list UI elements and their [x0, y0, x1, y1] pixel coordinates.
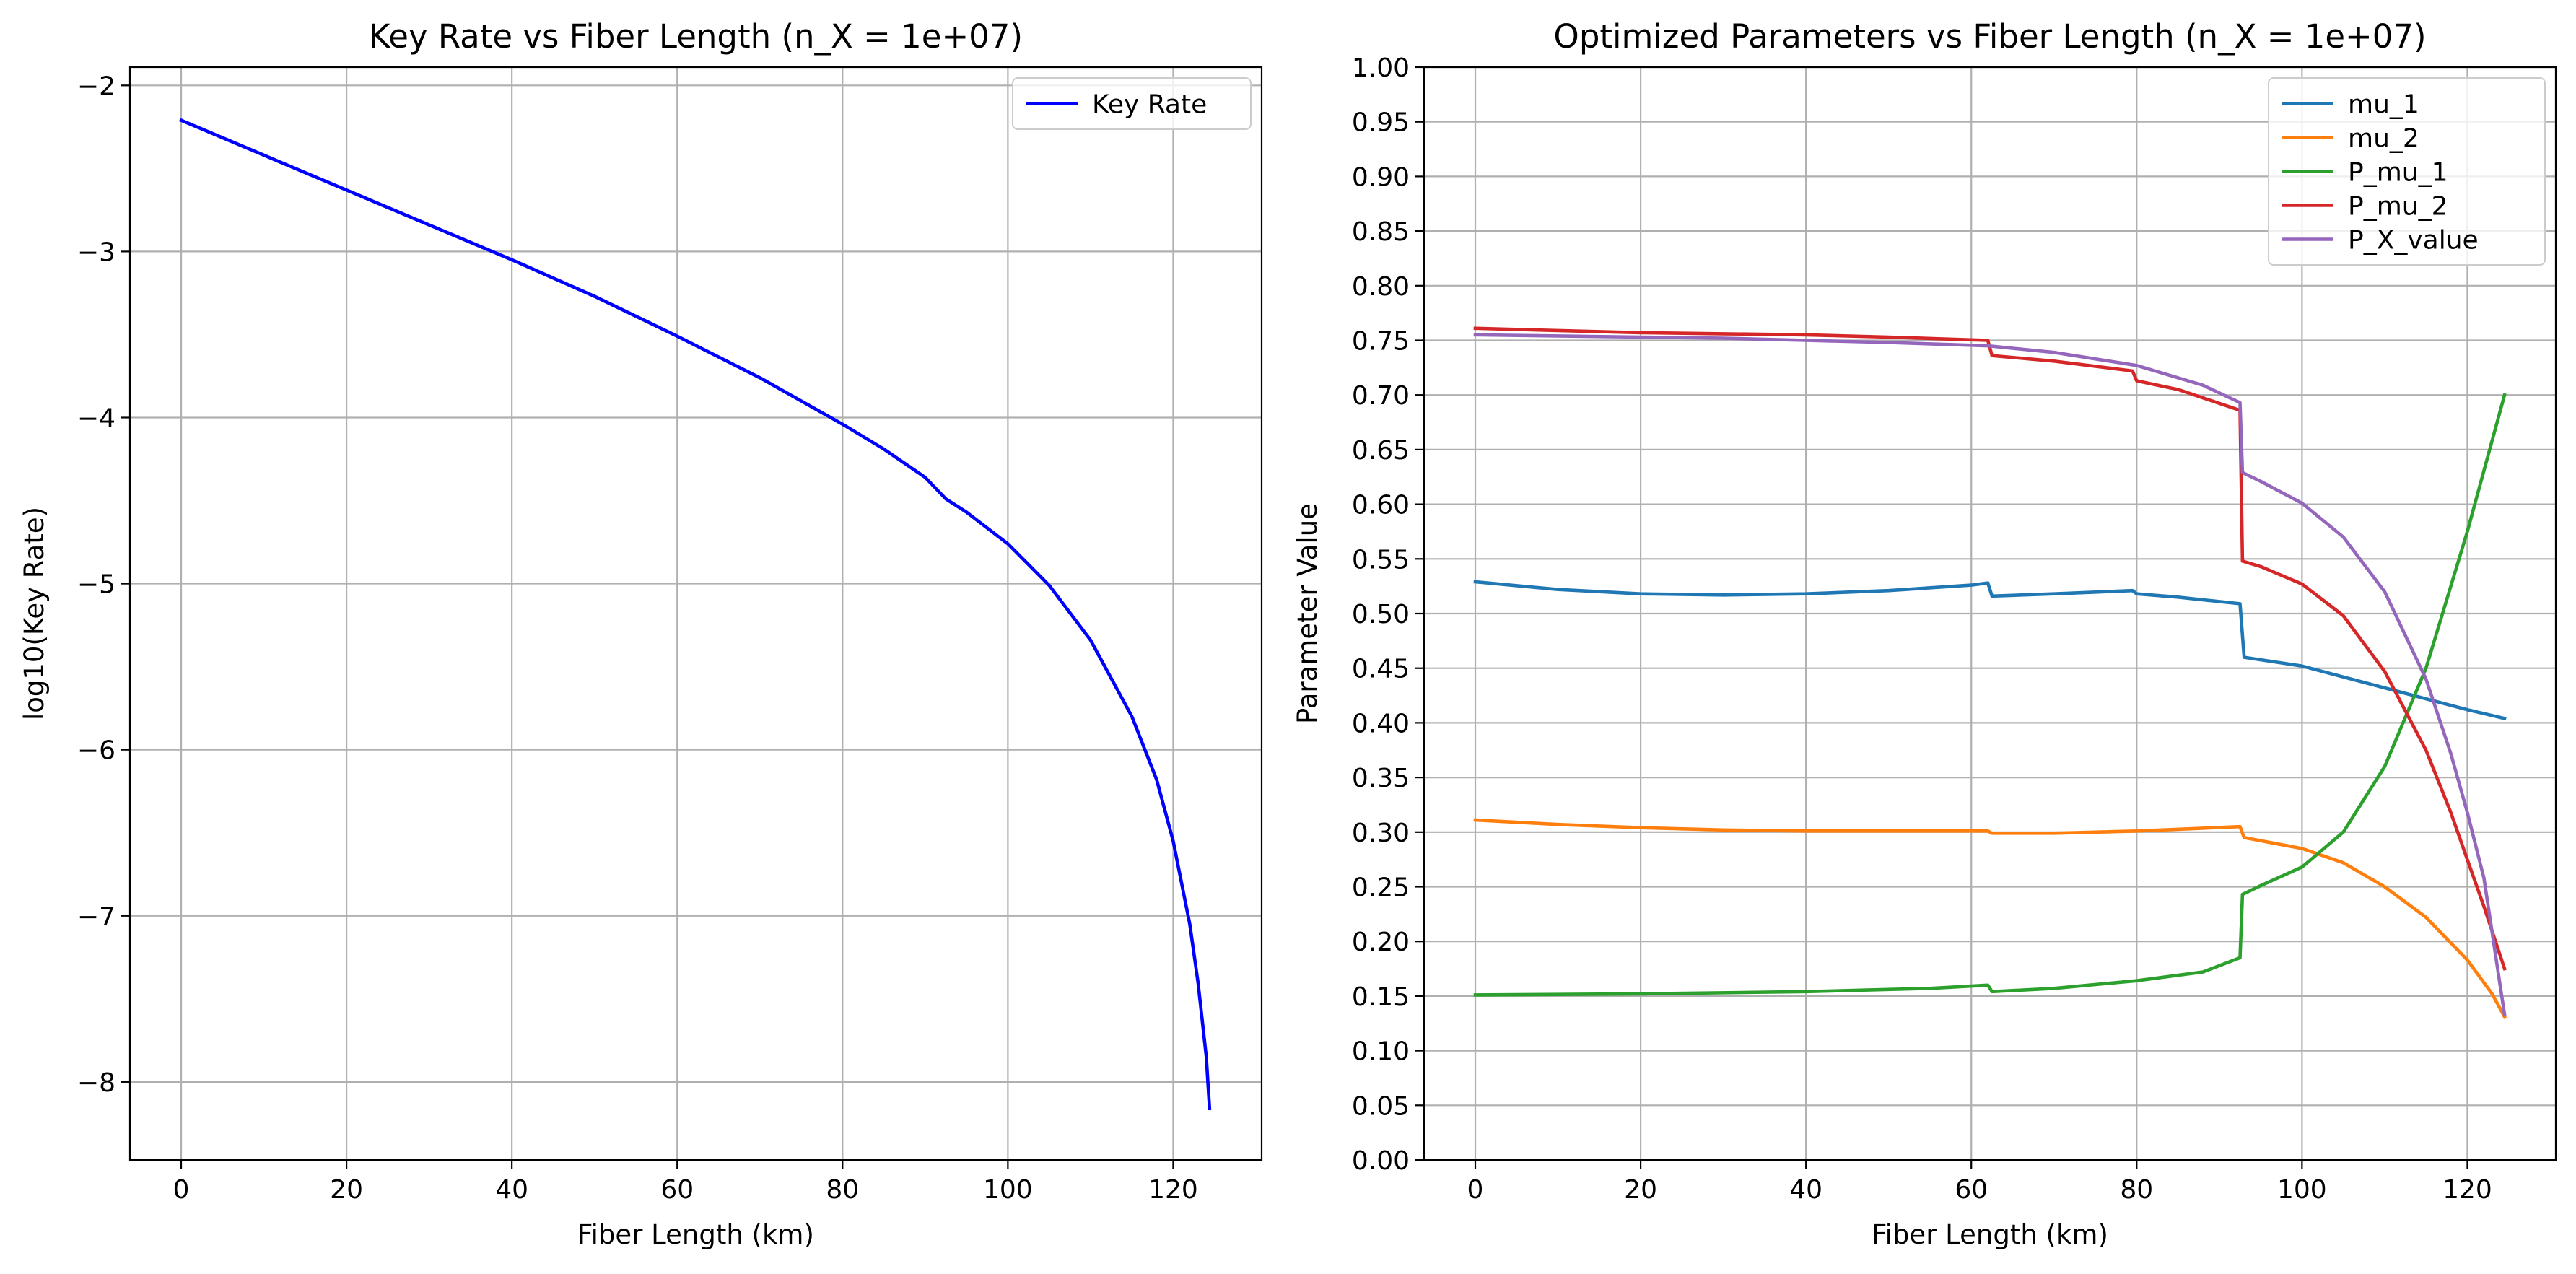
legend-label: P_mu_2 — [2348, 192, 2448, 222]
legend-box — [1012, 77, 1252, 130]
series-line-p-mu-2 — [1473, 326, 2507, 971]
y-tick-label: 0.05 — [1352, 1091, 1410, 1121]
y-axis-label: Parameter Value — [1292, 503, 1323, 724]
legend-label: mu_2 — [2348, 124, 2419, 154]
x-tick-label: 80 — [826, 1175, 859, 1205]
legend: mu_1 mu_2 P_mu_1 P_mu_2 P_X_value — [2268, 77, 2546, 266]
y-tick-label: 0.45 — [1352, 655, 1410, 684]
series-line-mu-2 — [1473, 818, 2507, 1019]
series-line-key rate — [178, 118, 1212, 1111]
key-rate-chart: 0 20 40 60 80 100 120 −8 −7 −6 −5 −4 −3 −2 Key Rate vs… — [19, 17, 1263, 1250]
legend: Key Rate — [1012, 77, 1252, 130]
x-tick-label: 60 — [1955, 1175, 1988, 1205]
chart-title: Key Rate vs Fiber Length (n_X = 1e+07) — [369, 17, 1023, 56]
x-tick-label: 80 — [2120, 1175, 2153, 1205]
series-line-p-mu-1 — [1473, 393, 2507, 997]
legend-box — [2268, 77, 2546, 266]
series-group — [1473, 326, 2507, 1019]
y-tick-label: 0.85 — [1352, 217, 1410, 247]
y-tick-label: −3 — [77, 237, 115, 267]
y-tick-label: 0.15 — [1352, 982, 1410, 1012]
series-group — [178, 118, 1212, 1111]
y-tick-label: 0.55 — [1352, 545, 1410, 575]
x-tick-label: 120 — [2442, 1175, 2492, 1205]
y-tick-label: 0.00 — [1352, 1146, 1410, 1176]
y-axis-label: log10(Key Rate) — [19, 507, 50, 720]
y-tick-label: −2 — [77, 71, 115, 101]
y-tick-label: 0.80 — [1352, 272, 1410, 302]
y-tick-label: 0.50 — [1352, 600, 1410, 629]
y-tick-label: 0.60 — [1352, 491, 1410, 520]
chart-title: Optimized Parameters vs Fiber Length (n_… — [1553, 17, 2426, 56]
x-tick-label: 100 — [2277, 1175, 2327, 1205]
series-line-p-x-value — [1473, 333, 2507, 1017]
legend-label: P_mu_1 — [2348, 158, 2448, 188]
x-axis: 0 20 40 60 80 100 120 — [1467, 1160, 2492, 1205]
y-tick-label: 0.40 — [1352, 709, 1410, 738]
y-tick-label: 0.70 — [1352, 381, 1410, 411]
y-tick-label: 1.00 — [1352, 53, 1410, 83]
x-axis-label: Fiber Length (km) — [1872, 1219, 2108, 1250]
y-tick-label: −7 — [77, 902, 115, 932]
x-tick-label: 20 — [1624, 1175, 1657, 1205]
y-tick-label: 0.90 — [1352, 162, 1410, 192]
x-tick-label: 20 — [330, 1175, 363, 1205]
y-tick-label: 0.65 — [1352, 436, 1410, 466]
x-axis: 0 20 40 60 80 100 120 — [173, 1160, 1198, 1205]
x-tick-label: 60 — [660, 1175, 694, 1205]
y-tick-label: 0.35 — [1352, 764, 1410, 793]
y-tick-label: 0.30 — [1352, 819, 1410, 848]
legend-label: Key Rate — [1092, 90, 1207, 120]
x-tick-label: 40 — [495, 1175, 528, 1205]
y-tick-label: 0.25 — [1352, 873, 1410, 903]
x-axis-label: Fiber Length (km) — [577, 1219, 814, 1250]
series-line-mu-1 — [1473, 580, 2507, 721]
y-tick-label: −6 — [77, 736, 115, 766]
y-tick-label: 0.75 — [1352, 327, 1410, 357]
y-tick-label: −4 — [77, 403, 115, 433]
grid — [1424, 66, 2556, 1161]
plot-frame — [128, 66, 1263, 1161]
y-tick-label: 0.10 — [1352, 1037, 1410, 1067]
x-tick-label: 40 — [1789, 1175, 1822, 1205]
y-tick-label: −8 — [77, 1068, 115, 1098]
y-tick-label: 0.95 — [1352, 108, 1410, 138]
y-axis: −8 −7 −6 −5 −4 −3 −2 — [77, 71, 130, 1098]
x-tick-label: 100 — [983, 1175, 1033, 1205]
x-tick-label: 0 — [173, 1175, 190, 1205]
x-tick-label: 0 — [1467, 1175, 1484, 1205]
legend-label: P_X_value — [2348, 226, 2479, 256]
y-tick-label: −5 — [77, 570, 115, 600]
y-axis: 0.00 0.05 0.10 0.15 0.20 0.25 0.30 0.35 0.40 0.45… — [1352, 53, 1424, 1176]
grid — [130, 67, 1262, 1160]
parameters-chart: 0 20 40 60 80 100 1200.000.050.100.150.200.250… — [1292, 17, 2557, 1250]
legend-label: mu_1 — [2348, 90, 2419, 120]
y-tick-label: 0.20 — [1352, 928, 1410, 957]
x-tick-label: 120 — [1148, 1175, 1198, 1205]
